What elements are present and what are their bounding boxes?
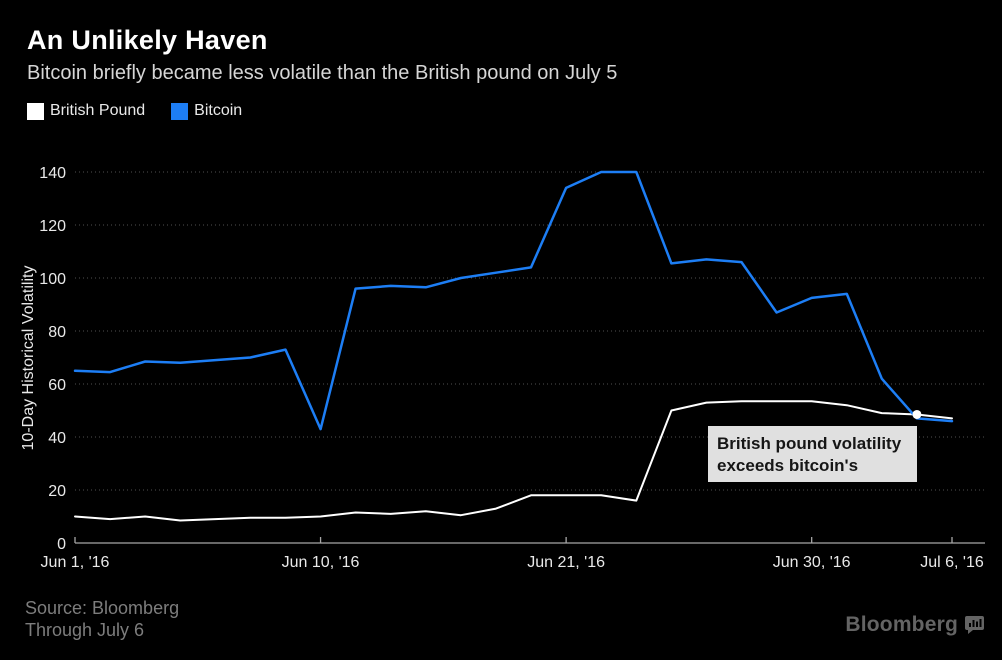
- source-line-2: Through July 6: [25, 620, 145, 640]
- y-tick-label-140: 140: [39, 165, 66, 182]
- annotation-text-line2: exceeds bitcoin's: [717, 456, 858, 475]
- y-tick-label-40: 40: [48, 430, 66, 447]
- y-tick-label-20: 20: [48, 483, 66, 500]
- chart-legend: British Pound Bitcoin: [27, 102, 242, 120]
- legend-item-bitcoin: Bitcoin: [171, 102, 242, 120]
- bloomberg-terminal-icon: [965, 616, 984, 634]
- crossover-marker-dot: [912, 409, 922, 419]
- y-tick-label-80: 80: [48, 324, 66, 341]
- legend-swatch-bitcoin: [171, 102, 189, 120]
- legend-label-british-pound: British Pound: [50, 102, 146, 119]
- series-line-bitcoin: [73, 170, 954, 431]
- legend-label-bitcoin: Bitcoin: [194, 102, 243, 119]
- series-lines: [73, 170, 954, 522]
- y-tick-label-100: 100: [39, 271, 66, 288]
- series-line-british-pound: [74, 400, 953, 522]
- bloomberg-logo-text: Bloomberg: [845, 613, 958, 636]
- y-axis-tick-labels: 0 20 40 60 80 100 120 140: [39, 165, 66, 553]
- x-tick-label: Jun 1, '16: [41, 554, 110, 571]
- source-note: Source: Bloomberg Through July 6: [25, 597, 179, 641]
- page-subtitle: Bitcoin briefly became less volatile tha…: [27, 62, 618, 84]
- legend-item-british-pound: British Pound: [27, 102, 145, 120]
- x-tick-label: Jun 30, '16: [773, 554, 851, 571]
- annotation-text-line1: British pound volatility: [717, 434, 902, 453]
- x-axis: Jun 1, '16 Jun 10, '16 Jun 21, '16 Jun 30, …: [41, 537, 985, 571]
- annotation-callout: British pound volatility exceeds bitcoin…: [708, 426, 917, 482]
- source-line-1: Source: Bloomberg: [25, 598, 180, 618]
- x-tick-label: Jun 10, '16: [282, 554, 360, 571]
- y-axis-title: 10-Day Historical Volatility: [20, 266, 37, 451]
- y-tick-label-60: 60: [48, 377, 66, 394]
- page-title: An Unlikely Haven: [27, 25, 268, 55]
- y-tick-label-0: 0: [57, 536, 66, 553]
- x-tick-label: Jul 6, '16: [920, 554, 984, 571]
- annotation-box: [708, 426, 917, 482]
- legend-swatch-british-pound: [27, 102, 44, 120]
- bloomberg-logo: Bloomberg: [845, 613, 984, 637]
- x-tick-label: Jun 21, '16: [527, 554, 605, 571]
- y-tick-label-120: 120: [39, 218, 66, 235]
